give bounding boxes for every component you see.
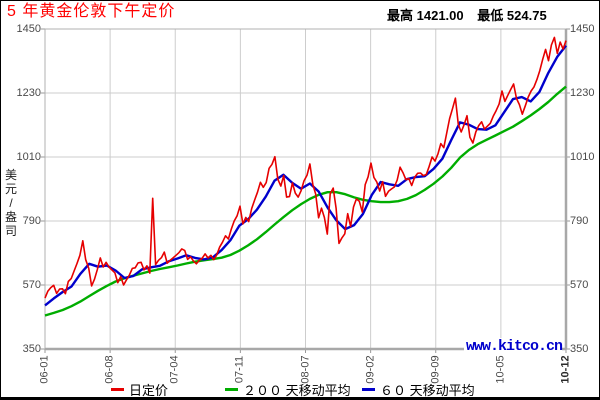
y-axis-tick-label: 1230 [570,87,595,99]
y-axis-tick-label: 570 [570,279,589,291]
y-axis-tick-label: 350 [22,343,41,355]
high-value: 1421.00 [416,8,464,23]
x-axis-tick-label: 06-01 [38,355,51,384]
legend-label-ma200: ２００ 天移动平均 [243,382,351,398]
y-axis-tick-label: 790 [22,215,41,227]
y-axis-tick-label: 1230 [16,87,41,99]
legend-label-ma60: ６０ 天移动平均 [380,382,475,398]
series-line-daily [44,36,567,299]
legend-label-daily: 日定价 [129,382,169,398]
chart-title: 5 年黄金伦敦下午定价 [7,3,176,20]
y-axis-unit-char: 盎 [4,210,17,224]
high-label: 最高 [387,8,414,23]
y-axis-unit-char: 司 [4,224,17,238]
daily-line-swatch [111,387,124,391]
y-axis-tick-label: 1450 [16,23,41,35]
high-low-stats: 最高 1421.00 最低 524.75 [387,5,557,24]
y-axis-tick-label: 570 [22,279,41,291]
ma60-line-swatch [362,387,375,391]
y-axis-tick-label: 790 [570,215,589,227]
y-axis-tick-label: 1450 [570,23,595,35]
ma200-line-swatch [225,387,238,391]
x-axis-tick-label: 07-04 [168,355,181,384]
kitco-watermark-link[interactable]: www.kitco.cn [463,338,563,355]
legend-item-ma200: ２００ 天移动平均 [225,381,351,397]
x-axis-tick-label: 10-05 [494,355,507,384]
y-axis-unit-char: / [9,196,13,210]
y-axis-tick-label: 1010 [570,151,595,163]
x-axis-tick-label: 10-12 [559,355,572,384]
low-label: 最低 [477,8,504,23]
legend-item-daily: 日定价 [111,381,168,397]
low-value: 524.75 [506,8,547,23]
y-axis-tick-label: 350 [570,343,589,355]
y-axis-unit-char: 元 [4,182,17,196]
y-axis-unit-char: 美 [4,168,17,182]
legend-item-ma60: ６０ 天移动平均 [362,381,475,397]
y-axis-unit-label: 美元 / 盎司 [3,168,19,238]
series-line-ma60 [44,44,567,307]
y-axis-tick-label: 1010 [16,151,41,163]
